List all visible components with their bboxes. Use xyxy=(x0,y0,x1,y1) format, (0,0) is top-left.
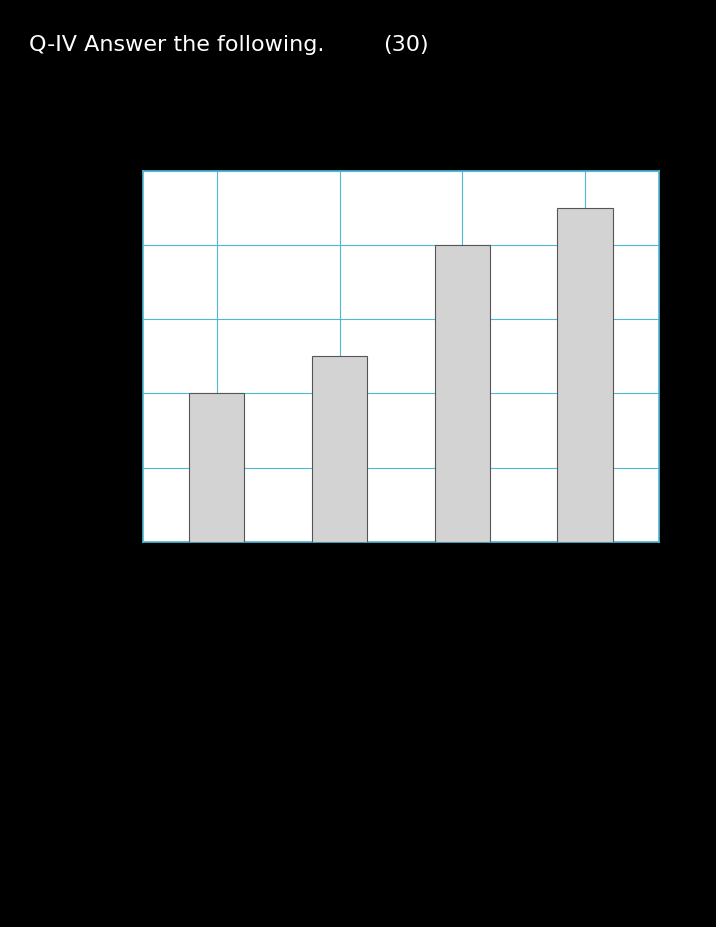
Bar xyxy=(435,246,490,542)
Text: maximum marks?: maximum marks? xyxy=(113,701,263,718)
Text: Look at the bar graph and: Look at the bar graph and xyxy=(215,116,501,134)
Text: (30): (30) xyxy=(383,35,429,56)
Bar xyxy=(189,394,244,542)
Text: answer the following questions:: answer the following questions: xyxy=(62,152,415,171)
Text: Marks obtained by a student in different subjects: Marks obtained by a student in different… xyxy=(164,190,552,204)
X-axis label: Subjects →: Subjects → xyxy=(355,572,447,587)
Bar xyxy=(558,209,613,542)
Text: Q-IV Answer the following.: Q-IV Answer the following. xyxy=(29,35,324,56)
Bar xyxy=(312,357,367,542)
Text: • Write the total number of marks: • Write the total number of marks xyxy=(74,753,357,770)
Text: • In which subject, did the student score: • In which subject, did the student scor… xyxy=(74,664,412,682)
Text: obtained by the student.: obtained by the student. xyxy=(113,789,319,807)
Y-axis label: Marks obtained →: Marks obtained → xyxy=(101,295,115,419)
